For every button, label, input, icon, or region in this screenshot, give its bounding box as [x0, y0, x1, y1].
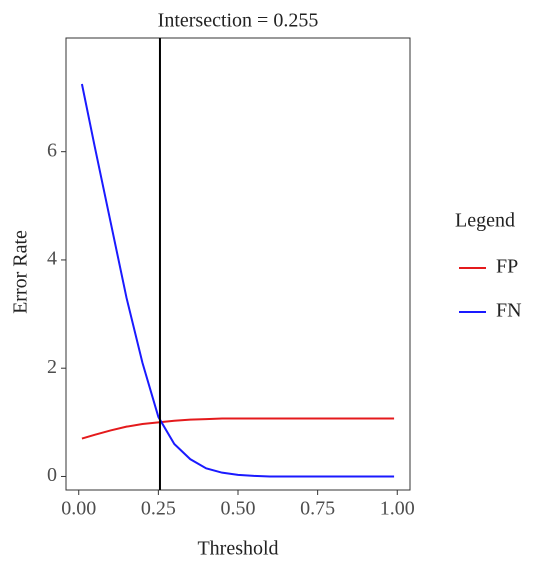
plot-panel [65, 37, 411, 491]
x-tick-label: 0.25 [141, 498, 176, 520]
x-axis-label: Threshold [197, 538, 278, 560]
series-line [80, 83, 395, 478]
y-axis-label: Error Rate [10, 230, 32, 314]
legend-title: Legend [455, 210, 515, 232]
legend-label: FP [496, 256, 518, 278]
series-line [81, 417, 395, 440]
legend-label: FN [496, 300, 522, 322]
y-tick-label: 6 [47, 139, 57, 161]
chart-title: Intersection = 0.255 [158, 10, 319, 32]
x-tick-label: 1.00 [380, 498, 415, 520]
y-tick-label: 2 [47, 356, 57, 378]
y-tick-label: 4 [47, 248, 57, 270]
x-tick-label: 0.50 [221, 498, 256, 520]
x-tick-label: 0.00 [61, 498, 96, 520]
x-tick-label: 0.75 [300, 498, 335, 520]
y-tick-label: 0 [47, 464, 57, 486]
